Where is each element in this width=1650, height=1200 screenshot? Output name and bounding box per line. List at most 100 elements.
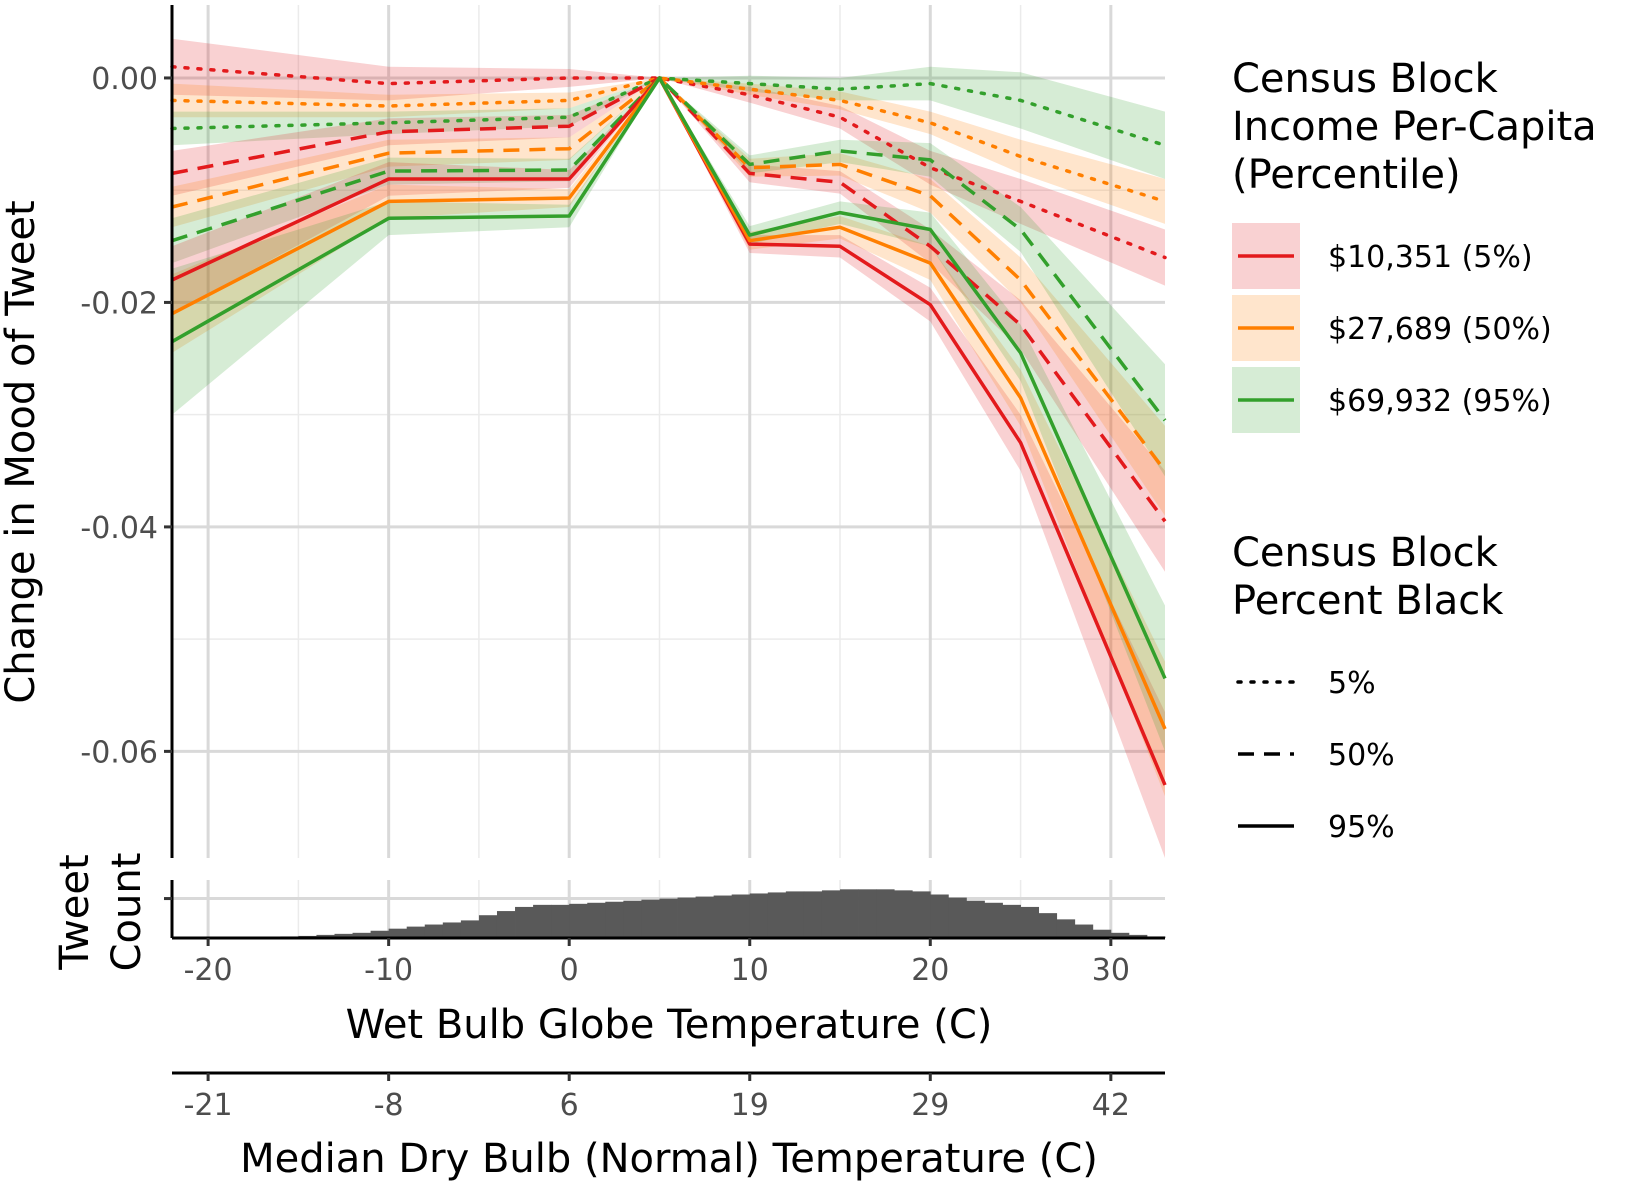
income-legend-title-line: Income Per-Capita	[1232, 104, 1597, 150]
income-legend-title-line: (Percentile)	[1232, 152, 1461, 198]
x2-tick-label: 19	[731, 1088, 769, 1123]
histogram-title-line-1: Tweet	[52, 854, 98, 970]
x-tick-label: 0	[560, 953, 579, 988]
histogram-panel-axes: -20 -10 0 10 20 30	[164, 880, 1165, 988]
histogram-bar	[515, 906, 534, 938]
histogram-bar	[677, 897, 696, 938]
y-tick-label: -0.06	[80, 735, 158, 770]
line-27689-black-50	[171, 76, 1167, 472]
histogram-bar	[749, 893, 769, 938]
histogram-bar	[1020, 906, 1040, 938]
histogram-bar	[1002, 904, 1021, 938]
ribbon-10351-black-5	[172, 38, 1165, 286]
ribbon-69932-black-5	[172, 66, 1165, 179]
income-legend-title-line: Census Block	[1232, 56, 1499, 102]
black-legend-title-line: Percent Black	[1232, 578, 1504, 624]
x2-tick-label: 29	[911, 1088, 949, 1123]
histogram-bar	[858, 889, 877, 938]
histogram-bars	[208, 889, 1166, 938]
main-panel-axes: 0.00 -0.02 -0.04 -0.06	[80, 5, 174, 858]
histogram-bar	[731, 894, 751, 938]
series-lines	[170, 64, 1167, 786]
histogram-bar	[442, 922, 462, 938]
histogram-bar	[1092, 929, 1112, 938]
histogram-bar	[352, 932, 371, 938]
histogram-bar	[424, 924, 444, 938]
histogram-bar	[767, 892, 787, 938]
line-10351-black-95	[171, 76, 1167, 786]
histogram-title-line-2: Count	[104, 853, 150, 972]
histogram-bar	[605, 901, 624, 938]
ribbon-27689-black-50	[172, 78, 1165, 516]
ribbon-27689-black-5	[172, 78, 1165, 224]
x-tick-label: 10	[731, 953, 769, 988]
histogram-bar	[316, 934, 335, 938]
x-tick-label: 30	[1092, 953, 1130, 988]
histogram-bar	[478, 915, 498, 938]
line-10351-black-50	[171, 76, 1167, 523]
x2-axis-title: Median Dry Bulb (Normal) Temperature (C)	[240, 1136, 1098, 1182]
histogram-bar	[641, 899, 660, 938]
histogram-bar	[695, 896, 715, 938]
line-69932-black-50	[171, 76, 1167, 422]
line-27689-black-95	[171, 76, 1167, 730]
histogram-bar	[785, 891, 805, 938]
histogram-bar	[821, 890, 841, 938]
histogram-bar	[984, 902, 1003, 938]
histogram-bar	[370, 930, 390, 938]
x2-tick-label: -8	[374, 1088, 404, 1123]
line-10351-black-5	[170, 64, 1167, 260]
x-tick-label: -20	[184, 953, 233, 988]
histogram-bar	[533, 904, 552, 938]
main-panel-grid	[172, 5, 1165, 858]
histogram-bar	[334, 933, 353, 938]
y-tick-label: -0.04	[80, 511, 158, 546]
secondary-x-axis: -21 -8 6 19 29 42	[172, 1071, 1165, 1123]
histogram-bar	[460, 920, 480, 938]
x-tick-label: -10	[364, 953, 413, 988]
y-axis-title: Change in Mood of Tweet	[0, 200, 44, 703]
line-69932-black-5	[170, 76, 1167, 148]
histogram-bar	[876, 889, 895, 938]
histogram-bar	[713, 895, 733, 938]
histogram-bar	[388, 928, 408, 938]
histogram-bar	[496, 911, 516, 938]
line-69932-black-95	[171, 76, 1167, 680]
histogram-bar	[840, 889, 859, 938]
histogram-bar	[894, 890, 913, 938]
histogram-bar	[930, 894, 949, 938]
x2-tick-label: 6	[560, 1088, 579, 1123]
black-legend-title-line: Census Block	[1232, 530, 1499, 576]
histogram-bar	[1056, 919, 1076, 938]
income-legend-label: $69,932 (95%)	[1328, 384, 1552, 419]
histogram-bar	[587, 902, 606, 938]
income-legend-label: $27,689 (50%)	[1328, 312, 1552, 347]
x-tick-label: 20	[911, 953, 949, 988]
x-axis-title: Wet Bulb Globe Temperature (C)	[346, 1002, 993, 1048]
x2-tick-label: -21	[184, 1088, 233, 1123]
histogram-bar	[659, 898, 678, 938]
income-legend-label: $10,351 (5%)	[1328, 240, 1533, 275]
histogram-bar	[406, 926, 426, 938]
black-legend-label: 95%	[1328, 810, 1395, 845]
x2-tick-label: 42	[1092, 1088, 1130, 1123]
histogram-bar	[948, 897, 967, 938]
histogram-bar	[551, 904, 570, 938]
histogram-bar	[1110, 932, 1130, 938]
histogram-bar	[966, 900, 985, 938]
black-legend-label: 50%	[1328, 738, 1395, 773]
histogram-bar	[1074, 924, 1094, 938]
line-27689-black-5	[170, 76, 1167, 204]
histogram-bar	[623, 900, 642, 938]
black-legend-label: 5%	[1328, 666, 1376, 701]
y-tick-label: -0.02	[80, 286, 158, 321]
histogram-bar	[1038, 913, 1058, 938]
histogram-bar	[1128, 934, 1148, 938]
histogram-bar	[912, 891, 931, 938]
histogram-bar	[803, 891, 823, 938]
histogram-bar	[569, 903, 588, 938]
